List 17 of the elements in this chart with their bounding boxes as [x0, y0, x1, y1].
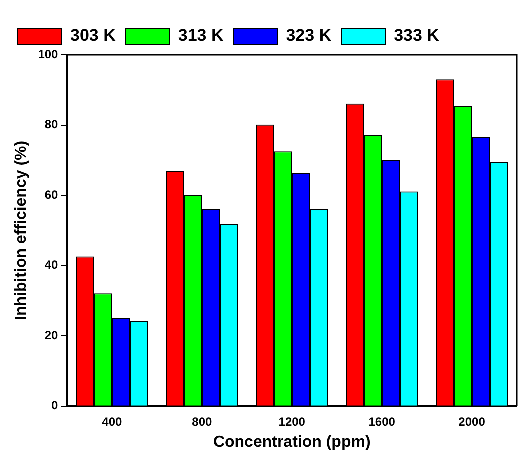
- x-axis-title: Concentration (ppm): [213, 434, 371, 451]
- y-tick-label: 0: [52, 398, 59, 413]
- x-tick-label: 2000: [458, 414, 486, 429]
- y-axis-title: Inhibition efficiency (%): [13, 140, 30, 320]
- y-tick-label: 80: [44, 118, 59, 132]
- y-tick-label: 40: [44, 258, 59, 272]
- y-tick-label: 60: [44, 188, 59, 202]
- x-tick-label: 400: [102, 414, 123, 429]
- legend-label: 303 K: [70, 26, 117, 46]
- x-tick-label: 1600: [368, 414, 396, 429]
- legend-label: 333 K: [394, 26, 440, 46]
- legend-label: 323 K: [286, 26, 332, 46]
- legend-label: 313 K: [178, 26, 224, 46]
- y-tick-label: 100: [38, 47, 59, 62]
- y-tick-label: 20: [44, 328, 59, 342]
- x-tick-label: 800: [192, 414, 212, 429]
- x-tick-label: 1200: [278, 414, 306, 429]
